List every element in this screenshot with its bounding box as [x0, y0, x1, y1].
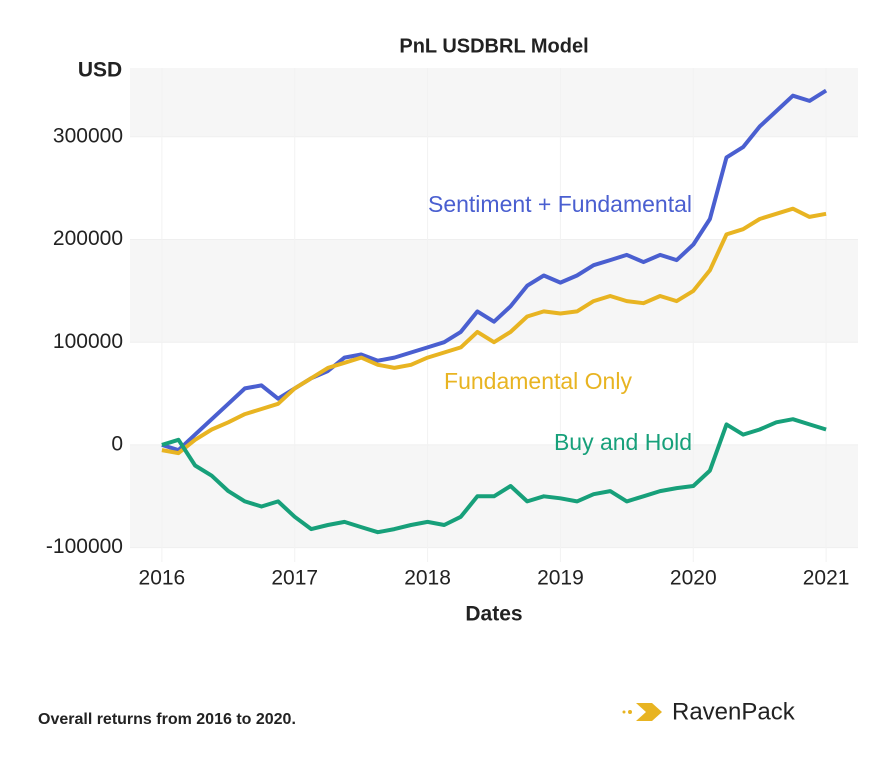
- x-tick-label: 2018: [404, 567, 451, 590]
- x-tick-label: 2016: [139, 567, 186, 590]
- x-axis-title: Dates: [465, 603, 522, 626]
- plot-area: -100000 0 100000 200000 300000 2016 2017 2018 20…: [46, 68, 858, 590]
- series-line: [161, 88, 828, 453]
- grid-band: [130, 68, 858, 137]
- series-line: [161, 417, 827, 535]
- series-label: Buy and Hold: [554, 429, 692, 455]
- series-label: Sentiment + Fundamental: [428, 191, 692, 217]
- grid-band: [130, 239, 858, 343]
- x-tick-label: 2017: [271, 567, 318, 590]
- x-tick-label: 2019: [537, 567, 584, 590]
- y-axis-title: USD: [78, 59, 122, 82]
- y-tick-label: 0: [111, 432, 123, 455]
- chart-title: PnL USDBRL Model: [399, 35, 588, 57]
- footer: Overall returns from 2016 to 2020.: [38, 711, 296, 728]
- series-label: Fundamental Only: [444, 368, 632, 394]
- series-line: [161, 206, 827, 456]
- x-tick-label: 2021: [803, 567, 850, 590]
- y-tick-label: 100000: [53, 330, 123, 353]
- x-tick-label: 2020: [670, 567, 717, 590]
- y-tick-label: 300000: [53, 124, 123, 147]
- logo-icon: [622, 703, 662, 721]
- y-tick-label: 200000: [53, 227, 123, 250]
- logo-text: RavenPack: [672, 698, 796, 725]
- y-tick-label: -100000: [46, 535, 123, 558]
